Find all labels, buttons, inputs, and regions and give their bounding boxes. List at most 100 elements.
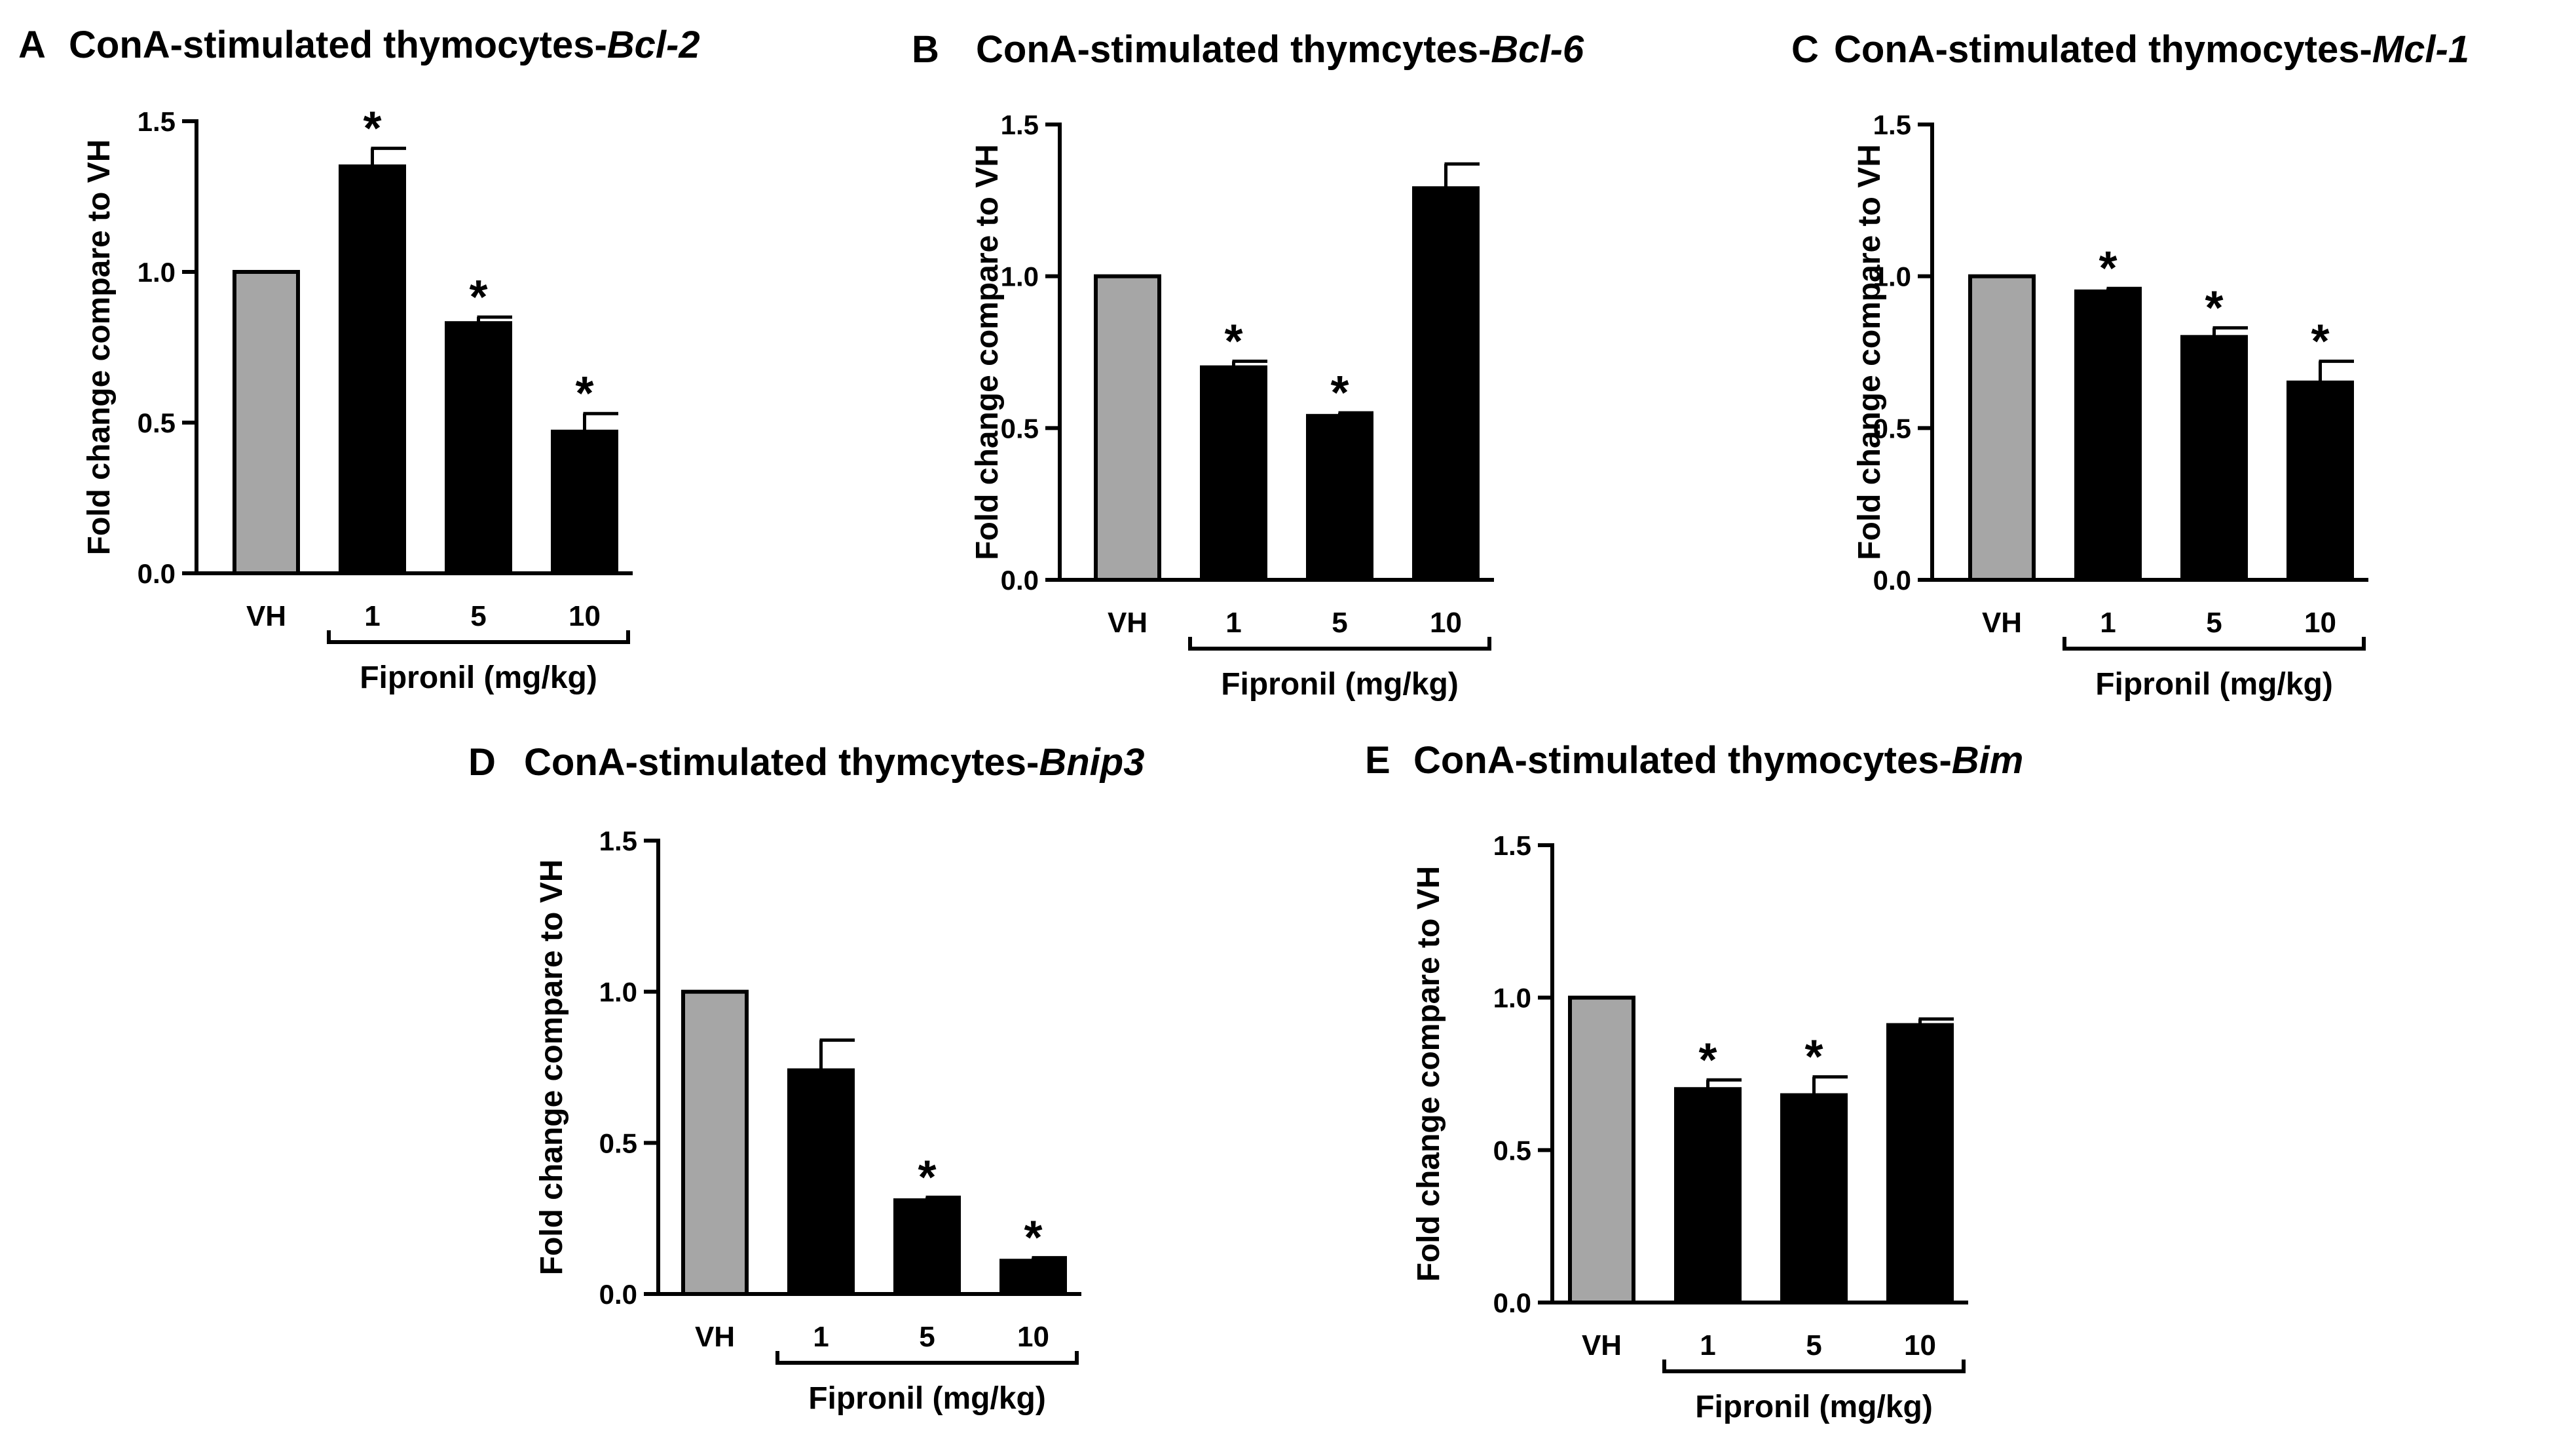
y-tick-label: 0.5 bbox=[1493, 1135, 1531, 1166]
chart-title: ConA-stimulated thymcytes-Bnip3 bbox=[524, 741, 1144, 784]
group-bracket bbox=[1188, 637, 1491, 651]
y-tick-label: 0.5 bbox=[1001, 413, 1039, 444]
x-tick-label: VH bbox=[1108, 607, 1148, 639]
bar-vh bbox=[1968, 274, 2036, 582]
x-tick-label: 1 bbox=[2100, 607, 2116, 639]
y-tick-label: 1.5 bbox=[1001, 109, 1039, 140]
y-tick-label: 0.0 bbox=[1873, 565, 1911, 596]
significance-marker: * bbox=[1804, 1031, 1823, 1084]
bar-1 bbox=[1200, 365, 1267, 582]
x-tick-label: 5 bbox=[1806, 1329, 1821, 1361]
x-tick-label: 5 bbox=[2206, 607, 2222, 639]
chart-title-prefix: ConA-stimulated thymcytes- bbox=[524, 741, 1039, 784]
x-tick-label: VH bbox=[1982, 607, 2022, 639]
chart-title-gene: Bnip3 bbox=[1039, 741, 1144, 784]
x-axis-label: Fipronil (mg/kg) bbox=[360, 660, 597, 695]
panel-letter: A bbox=[18, 24, 46, 66]
bar-5 bbox=[893, 1198, 961, 1297]
x-tick-label: 10 bbox=[1430, 607, 1462, 639]
y-tick-label: 0.0 bbox=[138, 558, 176, 589]
significance-marker: * bbox=[918, 1151, 936, 1204]
bar-vh bbox=[1568, 995, 1635, 1304]
significance-marker: * bbox=[1698, 1034, 1717, 1086]
chart-svg: C ConA-stimulated thymocytes-Mcl-1 0.0 0.5 1… bbox=[1791, 28, 2469, 702]
x-tick-label: VH bbox=[1582, 1329, 1622, 1361]
chart-svg: E ConA-stimulated thymocytes-Bim 0.0 0.5 1.0… bbox=[1365, 739, 2023, 1424]
bar-10 bbox=[551, 429, 618, 575]
bar-10 bbox=[1886, 1023, 1954, 1304]
panel-b: B ConA-stimulated thymcytes-Bcl-6 0.0 0.5 1.… bbox=[904, 0, 1755, 714]
chart-title: ConA-stimulated thymocytes-Bcl-2 bbox=[69, 24, 700, 66]
y-tick-label: 0.0 bbox=[1493, 1287, 1531, 1318]
y-tick-label: 1.0 bbox=[1001, 261, 1039, 292]
chart-title-gene: Bcl-6 bbox=[1491, 28, 1584, 71]
x-tick-label: 5 bbox=[470, 600, 486, 632]
chart-title-gene: Mcl-1 bbox=[2372, 28, 2469, 71]
panel-letter: E bbox=[1365, 739, 1391, 782]
y-tick-label: 1.5 bbox=[599, 826, 637, 856]
chart-title-prefix: ConA-stimulated thymocytes- bbox=[69, 24, 607, 66]
bar-vh bbox=[233, 270, 300, 575]
x-axis-label: Fipronil (mg/kg) bbox=[1695, 1390, 1933, 1424]
chart-title: ConA-stimulated thymcytes-Bcl-6 bbox=[976, 28, 1584, 71]
bar-1 bbox=[2074, 289, 2142, 582]
panel-d: D ConA-stimulated thymcytes-Bnip3 0.0 0.5 1.… bbox=[458, 714, 1310, 1428]
x-tick-label: 5 bbox=[1332, 607, 1347, 639]
y-tick-label: 1.0 bbox=[1873, 261, 1911, 292]
panel-letter: C bbox=[1791, 28, 1819, 71]
bar-10 bbox=[999, 1259, 1067, 1297]
significance-marker: * bbox=[2311, 315, 2329, 368]
y-tick-label: 1.5 bbox=[138, 106, 176, 137]
x-axis-label: Fipronil (mg/kg) bbox=[1221, 667, 1459, 702]
significance-marker: * bbox=[2099, 242, 2117, 295]
y-tick-label: 0.0 bbox=[599, 1279, 637, 1310]
bar-5 bbox=[445, 321, 512, 575]
y-tick-label: 1.0 bbox=[599, 977, 637, 1008]
bar-1 bbox=[787, 1068, 855, 1296]
chart-title: ConA-stimulated thymocytes-Mcl-1 bbox=[1834, 28, 2469, 71]
y-tick-label: 1.5 bbox=[1493, 830, 1531, 861]
x-axis-label: Fipronil (mg/kg) bbox=[2095, 667, 2333, 702]
panel-letter: B bbox=[912, 28, 939, 71]
chart-title-gene: Bim bbox=[1952, 739, 2024, 782]
y-tick-label: 0.0 bbox=[1001, 565, 1039, 596]
y-tick-label: 0.5 bbox=[599, 1128, 637, 1158]
y-tick-label: 1.5 bbox=[1873, 109, 1911, 140]
chart-title-prefix: ConA-stimulated thymocytes- bbox=[1413, 739, 1952, 782]
chart-title-gene: Bcl-2 bbox=[607, 24, 700, 66]
bar-5 bbox=[2180, 335, 2248, 582]
bar-1 bbox=[1674, 1087, 1742, 1304]
y-tick-label: 1.0 bbox=[1493, 983, 1531, 1014]
y-axis-label: Fold change compare to VH bbox=[534, 860, 569, 1276]
bar-vh bbox=[681, 989, 749, 1296]
bar-1 bbox=[339, 164, 406, 575]
significance-marker: * bbox=[1330, 367, 1349, 419]
x-tick-label: 10 bbox=[1017, 1321, 1049, 1353]
chart-title: ConA-stimulated thymocytes-Bim bbox=[1413, 739, 2023, 782]
bar-10 bbox=[1412, 186, 1480, 582]
chart-svg: A ConA-stimulated thymocytes-Bcl-2 0.0 0.5 1… bbox=[18, 24, 700, 695]
x-tick-label: 5 bbox=[919, 1321, 935, 1353]
significance-marker: * bbox=[2205, 282, 2223, 334]
panel-a: A ConA-stimulated thymocytes-Bcl-2 0.0 0.5 1… bbox=[0, 0, 786, 714]
group-bracket bbox=[327, 630, 630, 644]
y-axis-label: Fold change compare to VH bbox=[1852, 144, 1887, 560]
y-axis-label: Fold change compare to VH bbox=[1411, 866, 1446, 1282]
group-bracket bbox=[2063, 637, 2366, 651]
x-tick-label: 1 bbox=[1225, 607, 1241, 639]
significance-marker: * bbox=[575, 368, 593, 420]
y-tick-label: 0.5 bbox=[138, 408, 176, 438]
bar-5 bbox=[1780, 1093, 1848, 1304]
y-tick-label: 0.5 bbox=[1873, 413, 1911, 444]
chart-svg: D ConA-stimulated thymcytes-Bnip3 0.0 0.5 1.… bbox=[468, 741, 1144, 1416]
significance-marker: * bbox=[1024, 1212, 1042, 1265]
x-tick-label: 1 bbox=[1700, 1329, 1715, 1361]
bar-vh bbox=[1094, 274, 1161, 582]
x-axis-label: Fipronil (mg/kg) bbox=[808, 1381, 1046, 1416]
x-tick-label: VH bbox=[695, 1321, 735, 1353]
x-tick-label: 10 bbox=[569, 600, 601, 632]
bar-5 bbox=[1306, 413, 1373, 582]
y-axis-label: Fold change compare to VH bbox=[970, 144, 1005, 560]
chart-title-prefix: ConA-stimulated thymcytes- bbox=[976, 28, 1491, 71]
chart-title-prefix: ConA-stimulated thymocytes- bbox=[1834, 28, 2372, 71]
